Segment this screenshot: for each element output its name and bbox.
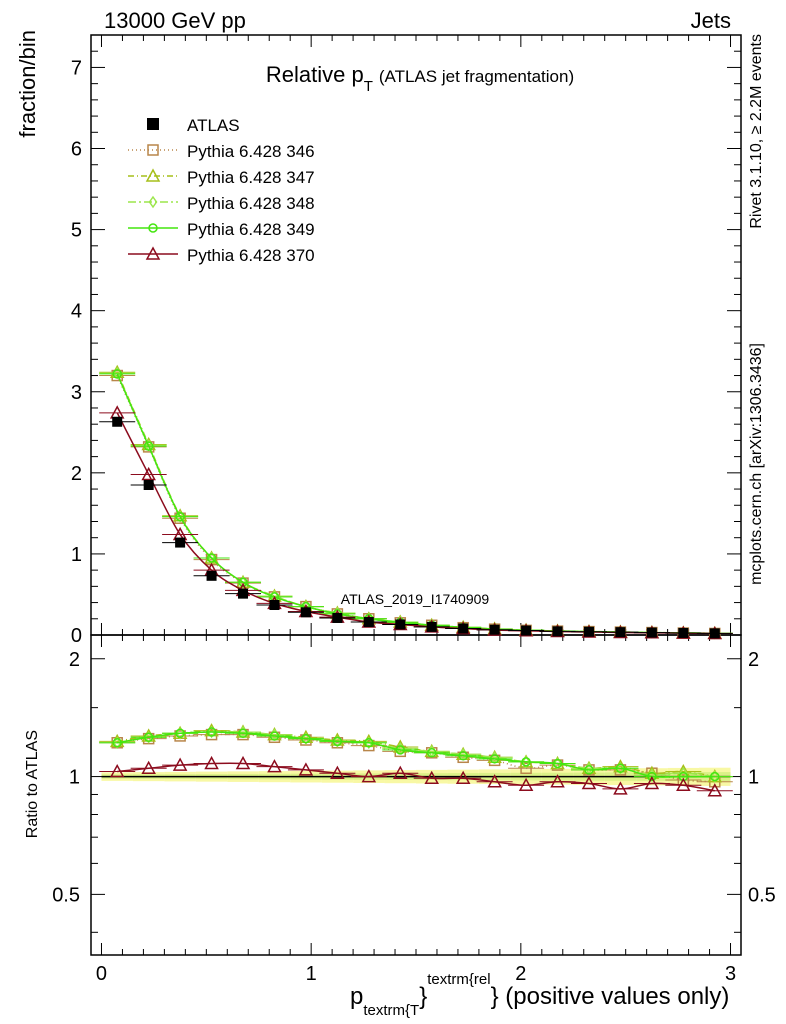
y-tick-label: 3 xyxy=(71,382,82,404)
ratio-series-point xyxy=(616,761,625,775)
ratio-plot-area: 0.5 0.5 1 1 2 2 xyxy=(52,634,776,956)
x-axis-label-main: p xyxy=(350,983,363,1010)
legend-marker xyxy=(145,246,161,260)
header-left-label: 13000 GeV pp xyxy=(104,8,246,33)
legend-label: Pythia 6.428 346 xyxy=(187,142,315,161)
legend-marker xyxy=(148,195,158,209)
legend-marker xyxy=(147,144,159,156)
y-tick-label: 6 xyxy=(71,139,82,161)
header-right-label: Jets xyxy=(691,8,731,33)
ratio-series-point xyxy=(112,736,122,750)
ratio-y-tick-label-left: 2 xyxy=(69,649,80,671)
ratio-series-point xyxy=(364,736,374,750)
chart-title-sub: T xyxy=(364,78,373,95)
legend-marker xyxy=(145,168,161,182)
analysis-watermark: ATLAS_2019_I1740909 xyxy=(341,591,490,607)
ratio-series-point xyxy=(332,735,342,748)
x-tick-label: 1 xyxy=(306,963,317,985)
ratio-series-point xyxy=(144,730,154,744)
ratio-series-point xyxy=(207,725,216,739)
x-axis-label-sup: textrm{rel xyxy=(427,971,490,988)
ratio-plot-frame xyxy=(90,634,742,956)
legend-label: Pythia 6.428 370 xyxy=(187,246,315,265)
x-tick-label: 2 xyxy=(515,963,526,985)
ratio-series-point xyxy=(553,757,562,770)
ratio-y-tick-label-left: 0.5 xyxy=(52,884,80,906)
ratio-y-tick-label-left: 1 xyxy=(69,767,80,789)
x-axis-label-rest: } (positive values only) xyxy=(491,983,730,1010)
ratio-y-tick-label-right: 2 xyxy=(748,649,759,671)
x-axis-label-sub: textrm{T xyxy=(363,1002,419,1019)
y-tick-label: 1 xyxy=(71,544,82,566)
y-tick-label: 0 xyxy=(71,625,82,647)
x-axis-label-brace: } xyxy=(419,983,427,1010)
legend-label: Pythia 6.428 349 xyxy=(187,220,315,239)
mcplots-label: mcplots.cern.ch [arXiv:1306.3436] xyxy=(748,343,765,585)
y-tick-label: 2 xyxy=(71,463,82,485)
ratio-series-point xyxy=(521,755,531,769)
ratio-y-tick-label-right: 1 xyxy=(748,767,759,789)
ratio-y-axis-label: Ratio to ATLAS xyxy=(24,730,41,838)
legend-marker xyxy=(148,223,158,233)
main-plot-area: 0 1 2 3 0 1 2 3 4 5 6 7 xyxy=(71,34,742,985)
legend-label: Pythia 6.428 348 xyxy=(187,194,315,213)
y-tick-label: 7 xyxy=(71,57,82,79)
chart-title-main: Relative p xyxy=(266,62,364,87)
ratio-y-tick-label-right: 0.5 xyxy=(748,884,776,906)
rivet-version-label: Rivet 3.1.10, ≥ 2.2M events xyxy=(748,34,765,229)
chart-title-rest: (ATLAS jet fragmentation) xyxy=(379,67,574,86)
ratio-series-point xyxy=(710,770,720,783)
y-tick-label: 5 xyxy=(71,220,82,242)
series-point xyxy=(175,510,185,523)
legend-label: Pythia 6.428 347 xyxy=(187,168,315,187)
legend: ATLAS Pythia 6.428 346 Pythia 6.428 347 Pyt… xyxy=(128,116,315,265)
legend-label-data: ATLAS xyxy=(187,116,240,135)
x-axis-label: ptextrm{T}textrm{rel} (positive values o… xyxy=(350,971,729,1019)
x-tick-label: 3 xyxy=(725,963,736,985)
y-tick-label: 4 xyxy=(71,301,82,323)
ratio-series-point xyxy=(301,732,311,745)
y-axis-label: fraction/bin xyxy=(15,30,40,138)
chart-marks xyxy=(99,364,733,797)
ratio-series-point xyxy=(175,726,185,740)
chart-title: Relative pT (ATLAS jet fragmentation) xyxy=(266,62,574,95)
legend-marker-data xyxy=(147,118,159,130)
x-tick-label: 0 xyxy=(96,963,107,985)
